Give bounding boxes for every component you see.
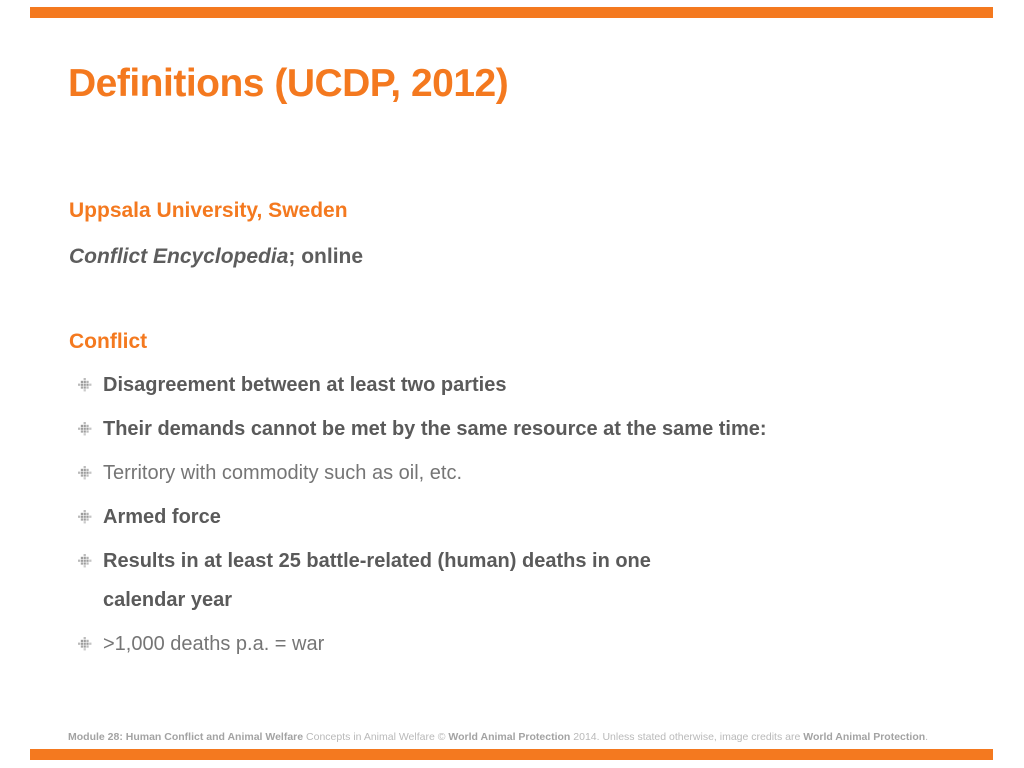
halftone-diamond-bullet-icon <box>78 422 92 436</box>
bullet-text-line2: calendar year <box>103 589 232 611</box>
section-heading: Conflict <box>69 330 148 353</box>
halftone-diamond-bullet-icon <box>78 466 92 480</box>
bullet-text: Their demands cannot be met by the same … <box>103 418 767 440</box>
list-item: Results in at least 25 battle-related (h… <box>78 550 958 612</box>
halftone-diamond-bullet-icon <box>78 637 92 651</box>
halftone-diamond-bullet-icon <box>78 378 92 392</box>
list-item: >1,000 deaths p.a. = war <box>78 633 958 656</box>
halftone-diamond-bullet-icon <box>78 510 92 524</box>
footer-credits-text: 2014. Unless stated otherwise, image cre… <box>570 731 804 743</box>
top-accent-bar <box>30 7 993 18</box>
source-line: Conflict Encyclopedia; online <box>69 245 363 269</box>
bullet-text-line1: Results in at least 25 battle-related (h… <box>103 550 651 572</box>
footer-module-title: Module 28: Human Conflict and Animal Wel… <box>68 731 304 743</box>
list-item: Disagreement between at least two partie… <box>78 374 958 397</box>
footer-course-text: Concepts in Animal Welfare © <box>303 731 449 743</box>
bullet-text: Territory with commodity such as oil, et… <box>103 462 462 484</box>
bottom-accent-bar <box>30 749 993 760</box>
list-item: Armed force <box>78 506 958 529</box>
list-item: Their demands cannot be met by the same … <box>78 418 958 441</box>
bullet-text: >1,000 deaths p.a. = war <box>103 633 325 655</box>
footer-credits: Module 28: Human Conflict and Animal Wel… <box>68 731 928 744</box>
bullet-text: Disagreement between at least two partie… <box>103 374 507 396</box>
bullet-text: Armed force <box>103 506 221 528</box>
source-title-italic: Conflict Encyclopedia <box>69 245 289 268</box>
definition-bullet-list: Disagreement between at least two partie… <box>78 374 958 677</box>
halftone-diamond-bullet-icon <box>78 554 92 568</box>
list-item: Territory with commodity such as oil, et… <box>78 462 958 485</box>
slide-title: Definitions (UCDP, 2012) <box>68 62 509 105</box>
organization-line: Uppsala University, Sweden <box>69 199 348 222</box>
footer-org-name: World Animal Protection <box>448 731 571 743</box>
bullet-text: Results in at least 25 battle-related (h… <box>103 550 651 612</box>
footer-org-name-2: World Animal Protection <box>803 731 926 743</box>
source-suffix: ; online <box>288 245 364 268</box>
footer-period: . <box>925 731 929 743</box>
